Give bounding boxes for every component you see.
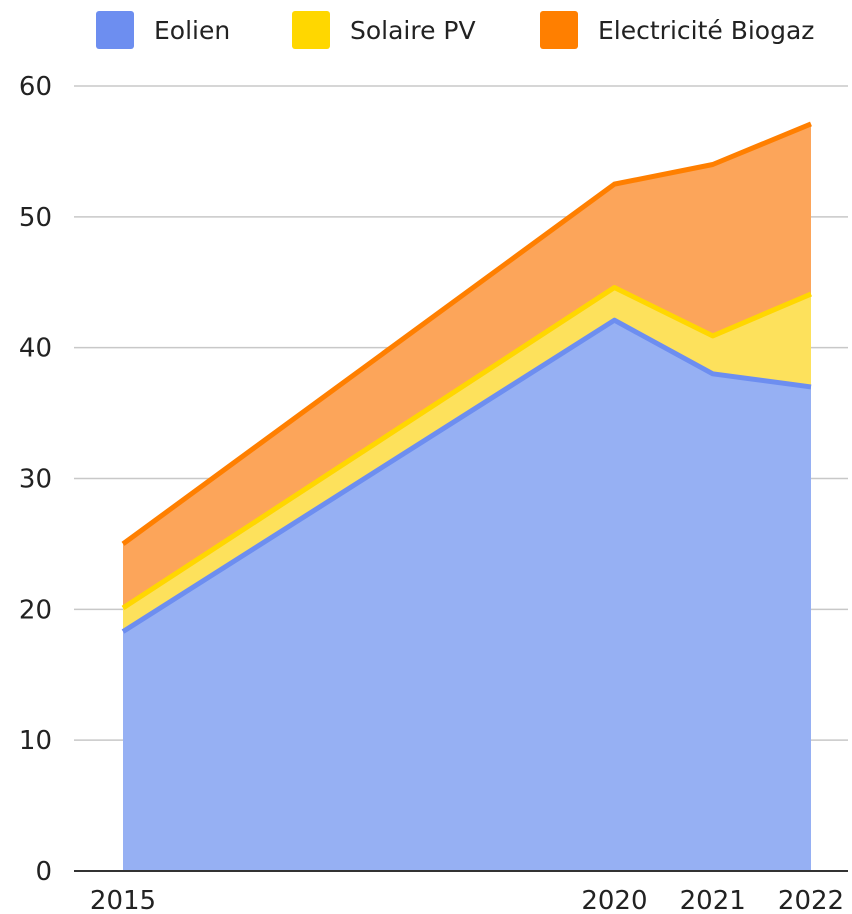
legend-label-eolien: Eolien xyxy=(154,15,231,45)
legend: Eolien Solaire PV Electricité Biogaz xyxy=(0,10,852,50)
legend-item-eolien[interactable]: Eolien xyxy=(96,10,230,50)
y-tick-label-30: 30 xyxy=(19,465,52,495)
area-electricite-biogaz xyxy=(123,123,811,609)
legend-swatch-solaire-pv xyxy=(292,11,330,49)
legend-label-solaire-pv: Solaire PV xyxy=(350,15,476,45)
line-eolien xyxy=(121,317,812,634)
y-tick-label-0: 0 xyxy=(35,857,52,887)
x-tick-label-2020: 2020 xyxy=(581,886,647,914)
y-tick-label-10: 10 xyxy=(19,726,52,756)
area-eolien xyxy=(123,320,811,872)
y-tick-label-50: 50 xyxy=(19,203,52,233)
y-tick-label-60: 60 xyxy=(19,72,52,102)
legend-swatch-electricite-biogaz xyxy=(540,11,578,49)
legend-swatch-eolien xyxy=(96,11,134,49)
legend-label-electricite-biogaz: Electricité Biogaz xyxy=(598,15,815,45)
legend-item-solaire-pv[interactable]: Solaire PV xyxy=(292,10,476,50)
legend-item-electricite-biogaz[interactable]: Electricité Biogaz xyxy=(540,10,814,50)
y-tick-label-40: 40 xyxy=(19,334,52,364)
line-solaire-pv xyxy=(121,284,812,611)
y-tick-label-20: 20 xyxy=(19,595,52,625)
line-electricite-biogaz xyxy=(121,121,812,546)
x-tick-label-2021: 2021 xyxy=(680,886,746,914)
x-tick-label-2022: 2022 xyxy=(778,886,844,914)
x-tick-label-2015: 2015 xyxy=(90,886,156,914)
